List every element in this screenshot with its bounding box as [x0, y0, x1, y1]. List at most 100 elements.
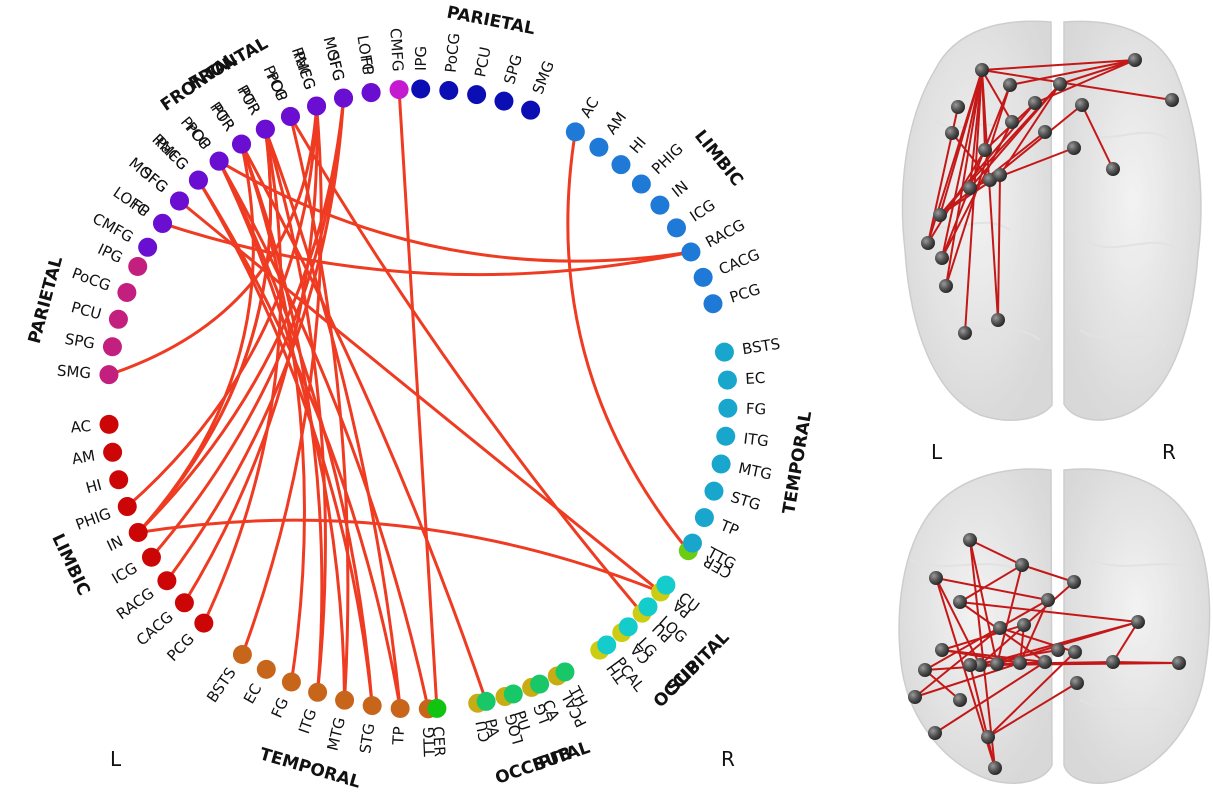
- brain-view-coronal: [898, 468, 1211, 784]
- node-r-frontal-sfg: [334, 88, 354, 108]
- node-r-frontal-ptr: [255, 119, 275, 139]
- node-label-r-temporal-stg: STG: [728, 488, 762, 514]
- axial-node-21: [958, 326, 972, 340]
- coronal-edge-25: [934, 661, 1046, 734]
- node-r-parietal-pocg: [439, 81, 459, 101]
- coronal-edge-28: [969, 664, 996, 769]
- node-label-l-parietal-pcu: PCU: [69, 298, 103, 323]
- coronal-node-8: [1017, 618, 1031, 632]
- node-r-frontal-por: [232, 134, 252, 154]
- coronal-edge-3: [1021, 564, 1075, 583]
- node-r-sub-th: [555, 662, 575, 682]
- coronal-node-6: [1131, 615, 1145, 629]
- edge-25: [217, 160, 374, 706]
- coronal-node-19: [918, 663, 932, 677]
- node-label-r-frontal-pacg: PaCG: [151, 133, 192, 174]
- node-l-temporal-bsts: [232, 644, 252, 664]
- axial-node-0: [1128, 53, 1142, 67]
- node-r-occipital-log: [638, 597, 658, 617]
- node-r-frontal-cmfg: [138, 237, 158, 257]
- node-l-limbic-hi: [109, 470, 129, 490]
- coronal-node-24: [988, 761, 1002, 775]
- node-r-sub-ca: [530, 674, 550, 694]
- coronal-edge-4: [959, 564, 1023, 603]
- edge-26: [240, 143, 306, 683]
- node-label-r-limbic-ac: AC: [577, 94, 603, 121]
- node-label-r-sub-pu: PU: [510, 708, 533, 733]
- coronal-node-5: [953, 595, 967, 609]
- node-l-temporal-fg: [281, 672, 301, 692]
- coronal-edge-33: [941, 649, 1046, 663]
- node-label-l-frontal-cmfg: CMFG: [386, 27, 407, 72]
- node-label-r-frontal-cmfg: CMFG: [89, 209, 136, 246]
- node-label-l-occipital-cu: CU: [472, 719, 494, 744]
- edge-15: [150, 97, 346, 559]
- edge-3: [162, 221, 692, 277]
- node-label-r-parietal-smg: SMG: [529, 58, 558, 96]
- lobe-label-r-limbic: LIMBIC: [690, 126, 747, 190]
- axial-node-16: [933, 208, 947, 222]
- node-label-l-limbic-cacg: CACG: [133, 608, 177, 650]
- node-label-r-temporal-fg: FG: [746, 400, 767, 419]
- coronal-node-20: [908, 690, 922, 704]
- coronal-node-21: [1070, 676, 1084, 690]
- coronal-node-11: [973, 658, 987, 672]
- node-r-temporal-tp: [694, 508, 714, 528]
- node-label-r-limbic-hi: HI: [626, 133, 650, 157]
- node-label-l-parietal-ipg: IPG: [95, 240, 125, 267]
- node-r-temporal-ec: [717, 370, 737, 390]
- node-l-limbic-phig: [117, 497, 137, 517]
- node-label-r-parietal-spg: SPG: [500, 52, 526, 86]
- coronal-node-2: [929, 571, 943, 585]
- axial-node-14: [963, 181, 977, 195]
- edge-24: [288, 116, 350, 701]
- coronal-edge-30: [987, 682, 1078, 738]
- node-label-r-temporal-mtg: MTG: [737, 459, 774, 484]
- node-l-limbic-pcg: [194, 613, 214, 633]
- node-label-l-limbic-pcg: PCG: [163, 630, 198, 665]
- node-r-sub-pa: [476, 691, 496, 711]
- node-label-r-frontal-rmfg: RMFG: [288, 45, 319, 92]
- edge-8: [178, 199, 662, 594]
- node-label-r-frontal-mofg: MOFG: [125, 154, 171, 197]
- node-l-parietal-ipg: [128, 257, 148, 277]
- edge-23: [263, 128, 327, 693]
- connectogram-nodes: CMFGLOFGMOFGPaCGPOPPORPTRPrCGRMFGSFGFPIP…: [56, 27, 781, 757]
- axial-node-22: [993, 168, 1007, 182]
- node-r-sub-pu: [503, 684, 523, 704]
- node-l-temporal-itg: [308, 682, 328, 702]
- axial-node-6: [1003, 78, 1017, 92]
- edge-7: [240, 143, 324, 693]
- node-l-frontal-cmfg: [389, 80, 409, 100]
- axial-edge-24: [927, 149, 986, 244]
- node-label-r-parietal-pocg: PoCG: [442, 32, 464, 73]
- brain-view-left-label: L: [931, 440, 943, 464]
- node-r-parietal-pcu: [467, 85, 487, 105]
- edge-14: [126, 106, 319, 508]
- axial-edge-4: [981, 69, 1173, 101]
- connectogram-right-label: R: [721, 747, 735, 771]
- node-r-temporal-fg: [718, 398, 738, 418]
- axial-edge-5: [981, 69, 1013, 123]
- node-label-l-temporal-fg: FG: [268, 695, 293, 721]
- node-r-temporal-itg: [716, 426, 736, 446]
- node-r-temporal-mtg: [711, 454, 731, 474]
- node-label-r-frontal-sfg: SFG: [323, 50, 348, 83]
- lobe-label-r-temporal: TEMPORAL: [779, 409, 816, 515]
- node-label-r-frontal-por: POR: [206, 98, 239, 134]
- node-label-r-cer-cer: CER: [429, 726, 449, 757]
- edge-21: [137, 128, 273, 534]
- axial-node-1: [975, 63, 989, 77]
- edge-28: [566, 131, 690, 552]
- coronal-node-7: [935, 643, 949, 657]
- node-label-r-frontal-prcg: PrCG: [260, 63, 292, 104]
- axial-edge-0: [981, 59, 1136, 71]
- node-r-frontal-mofg: [169, 191, 189, 211]
- node-label-l-parietal-pocg: PoCG: [70, 264, 114, 295]
- axial-node-12: [978, 143, 992, 157]
- node-r-limbic-pcg: [703, 294, 723, 314]
- node-label-l-temporal-ec: EC: [240, 681, 265, 707]
- node-r-temporal-bsts: [714, 342, 734, 362]
- axial-edge-12: [981, 69, 999, 321]
